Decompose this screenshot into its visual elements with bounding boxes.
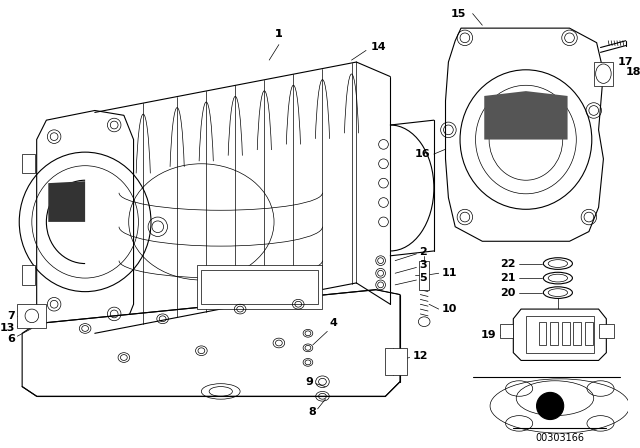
Text: 16: 16: [414, 149, 430, 159]
Polygon shape: [36, 111, 134, 333]
Text: 1: 1: [275, 29, 283, 39]
Polygon shape: [22, 154, 35, 173]
Bar: [538, 322, 547, 345]
Polygon shape: [22, 290, 400, 396]
Text: 8: 8: [308, 407, 316, 417]
Polygon shape: [594, 62, 613, 86]
Bar: [385, 348, 407, 375]
Text: 9: 9: [305, 377, 313, 387]
Text: 10: 10: [442, 304, 457, 314]
Polygon shape: [598, 323, 614, 338]
Text: 13: 13: [0, 323, 15, 333]
Polygon shape: [484, 91, 568, 139]
Bar: [202, 270, 317, 304]
Text: 7: 7: [8, 311, 15, 321]
Ellipse shape: [536, 392, 564, 419]
Text: 15: 15: [451, 9, 466, 19]
Polygon shape: [445, 28, 604, 241]
Polygon shape: [48, 181, 85, 222]
Text: 11: 11: [442, 268, 457, 278]
Polygon shape: [419, 261, 429, 290]
Text: 6: 6: [8, 334, 15, 344]
Text: 18: 18: [626, 67, 640, 77]
Text: 20: 20: [500, 288, 515, 297]
Text: 14: 14: [371, 42, 387, 52]
Bar: [585, 322, 593, 345]
Polygon shape: [22, 266, 35, 285]
Bar: [573, 322, 581, 345]
Text: 2: 2: [419, 247, 427, 257]
Bar: [196, 266, 323, 309]
Text: 5: 5: [419, 273, 427, 283]
Text: 4: 4: [329, 319, 337, 328]
Polygon shape: [513, 309, 606, 361]
Text: 12: 12: [413, 351, 428, 361]
Text: 17: 17: [618, 57, 634, 67]
Text: 21: 21: [500, 273, 515, 283]
Text: 1: 1: [275, 29, 283, 39]
Bar: [562, 322, 570, 345]
Text: 00303166: 00303166: [535, 433, 584, 443]
Text: 22: 22: [500, 258, 515, 268]
Bar: [526, 316, 594, 353]
Bar: [550, 322, 558, 345]
Polygon shape: [500, 323, 513, 338]
Text: 3: 3: [419, 260, 427, 271]
Bar: [17, 304, 46, 328]
Text: 19: 19: [480, 330, 496, 340]
